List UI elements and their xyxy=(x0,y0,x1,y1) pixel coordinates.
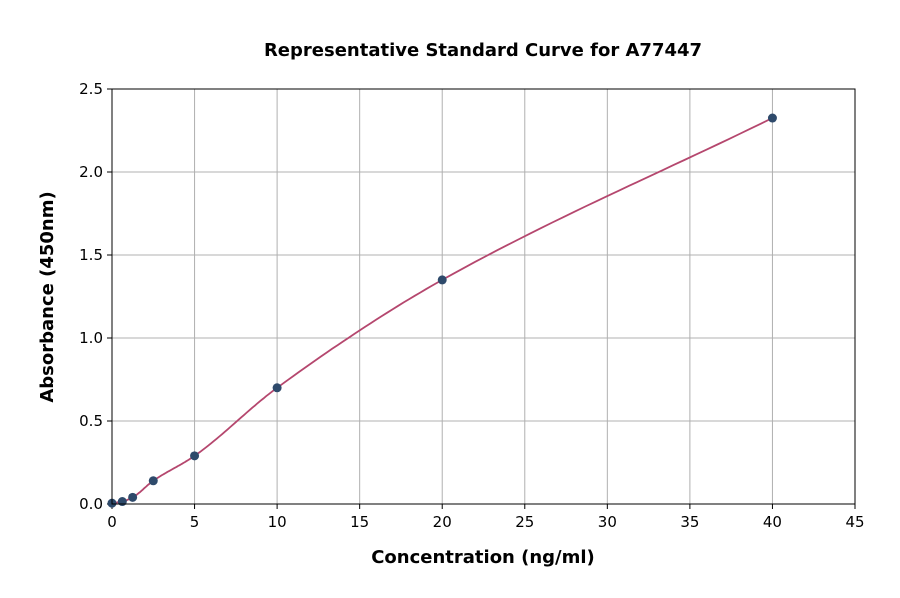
x-tick-label: 10 xyxy=(268,513,287,531)
y-tick-label: 1.5 xyxy=(79,246,103,264)
x-tick-label: 20 xyxy=(433,513,452,531)
x-tick-label: 0 xyxy=(107,513,117,531)
x-tick-label: 5 xyxy=(190,513,200,531)
data-point xyxy=(437,275,447,285)
x-tick-label: 15 xyxy=(350,513,369,531)
data-point xyxy=(117,497,127,507)
chart-title: Representative Standard Curve for A77447 xyxy=(264,40,702,61)
x-tick-label: 25 xyxy=(515,513,534,531)
x-tick-label: 30 xyxy=(598,513,617,531)
y-tick-label: 1.0 xyxy=(79,329,103,347)
y-tick-label: 2.5 xyxy=(79,80,103,98)
data-point xyxy=(148,476,158,486)
y-tick-label: 2.0 xyxy=(79,163,103,181)
data-point xyxy=(272,383,282,393)
x-tick-label: 35 xyxy=(680,513,699,531)
data-point xyxy=(190,451,200,461)
y-axis-label: Absorbance (450nm) xyxy=(37,191,58,402)
x-tick-label: 40 xyxy=(763,513,782,531)
x-axis-label: Concentration (ng/ml) xyxy=(371,547,595,568)
y-tick-label: 0.5 xyxy=(79,412,103,430)
plot-frame xyxy=(111,88,856,505)
data-point xyxy=(128,492,138,502)
data-point xyxy=(767,113,777,123)
y-tick-label: 0.0 xyxy=(79,495,103,513)
x-tick-label: 45 xyxy=(845,513,864,531)
